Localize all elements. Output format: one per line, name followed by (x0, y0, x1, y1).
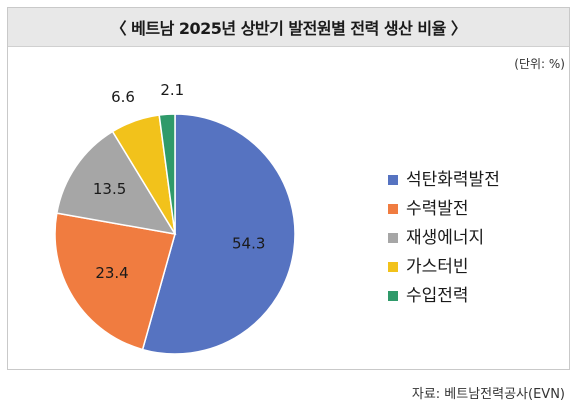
legend-swatch-5 (388, 291, 398, 301)
data-label-5: 2.1 (160, 81, 184, 99)
pie-slices (54, 113, 296, 355)
data-label-4: 6.6 (111, 88, 135, 106)
chart-title: 〈 베트남 2025년 상반기 발전원별 전력 생산 비율 〉 (8, 8, 569, 47)
data-label-1: 54.3 (232, 235, 265, 253)
legend-label-2: 수력발전 (406, 199, 469, 219)
legend-swatch-4 (388, 262, 398, 272)
legend-swatch-3 (388, 233, 398, 243)
legend-label-3: 재생에너지 (406, 228, 484, 248)
source-note: 자료: 베트남전력공사(EVN) (411, 387, 565, 402)
legend-label-5: 수입전력 (406, 286, 469, 306)
legend-swatch-1 (388, 175, 398, 185)
pie-slice-5 (158, 113, 176, 235)
legend-label-4: 가스터빈 (406, 257, 469, 277)
data-label-2: 23.4 (95, 264, 128, 282)
pie-data-labels: 54.3 23.4 13.5 6.6 2.1 (93, 81, 266, 282)
pie-slice-3 (55, 130, 177, 236)
pie-slice-1 (141, 113, 296, 355)
unit-label: (단위: %) (514, 57, 565, 71)
legend-label-1: 석탄화력발전 (406, 170, 500, 190)
legend-swatch-2 (388, 204, 398, 214)
data-label-3: 13.5 (93, 180, 126, 198)
pie-slice-2 (54, 212, 176, 351)
